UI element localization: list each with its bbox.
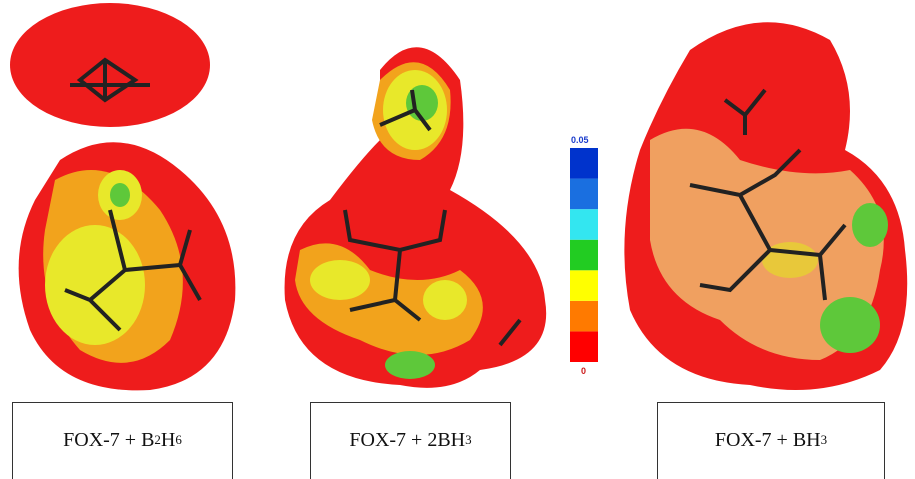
label-text: H bbox=[161, 429, 175, 452]
subscript: 3 bbox=[465, 432, 472, 448]
color-step bbox=[570, 209, 598, 240]
figure: 0.050 FOX-7 + B2H6 FOX-7 + 2BH3 FOX-7 + … bbox=[0, 0, 915, 479]
color-step bbox=[570, 179, 598, 210]
subscript: 3 bbox=[821, 432, 828, 448]
color-step bbox=[570, 301, 598, 332]
label-text: FOX-7 + BH bbox=[715, 429, 821, 452]
colorbar: 0.05 0 bbox=[570, 135, 598, 376]
subscript: 6 bbox=[175, 432, 182, 448]
label-text: FOX-7 + B bbox=[63, 429, 154, 452]
label-text: FOX-7 + 2BH bbox=[349, 429, 465, 452]
map-2bh3 bbox=[285, 47, 547, 388]
color-step bbox=[570, 331, 598, 362]
colorbar-max: 0.05 bbox=[571, 135, 589, 145]
color-step bbox=[570, 148, 598, 179]
color-step bbox=[570, 240, 598, 271]
colorbar-min: 0 bbox=[581, 366, 586, 376]
color-step bbox=[570, 270, 598, 301]
map-b2h6 bbox=[10, 3, 235, 390]
map-bh3 bbox=[624, 22, 907, 390]
